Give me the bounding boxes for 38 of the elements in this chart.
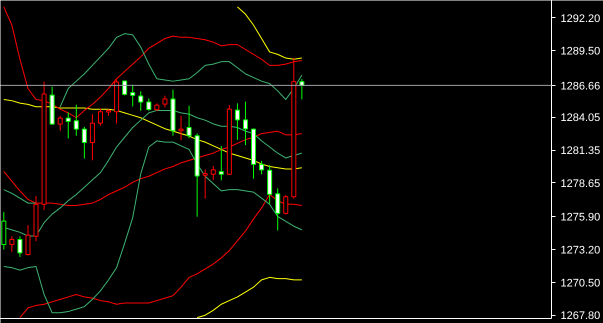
line-series: [19, 194, 302, 318]
candlestick: [186, 105, 192, 139]
candlestick: [259, 160, 264, 175]
candlestick: [90, 114, 95, 161]
y-tick-label: 1275.90: [560, 211, 600, 224]
line-series: [3, 98, 302, 170]
candlestick: [122, 80, 128, 96]
candlestick: [234, 102, 240, 140]
candlestick: [130, 84, 136, 107]
candlestick: [178, 115, 184, 141]
candlestick: [74, 104, 79, 136]
line-series: [236, 6, 302, 60]
candlestick: [146, 98, 152, 112]
candlestick: [58, 115, 63, 132]
candlestick: [242, 101, 248, 146]
candlestick: [202, 168, 208, 200]
candlestick: [17, 236, 22, 258]
candlestick: [210, 165, 216, 181]
y-tick-label: 1284.05: [560, 112, 600, 124]
candlestick: [82, 126, 87, 160]
candlestick: [9, 236, 14, 252]
candlestick: [275, 188, 280, 231]
line-series: [3, 140, 302, 314]
y-tick-label: 1281.35: [560, 145, 600, 158]
y-tick-label: 1278.65: [560, 178, 600, 190]
candlestick: [66, 112, 71, 139]
candlestick: [138, 90, 144, 112]
candlestick: [162, 95, 168, 108]
y-tick-label: 1267.80: [560, 310, 600, 322]
candlestick: [98, 108, 103, 126]
y-tick-label: 1270.50: [560, 277, 600, 290]
y-tick-label: 1292.20: [560, 12, 600, 25]
candlestick: [25, 224, 30, 256]
line-series: [196, 276, 302, 318]
y-tick-label: 1289.50: [560, 46, 600, 58]
candlestick: [218, 145, 224, 181]
ref-line-label: 1286.66: [560, 80, 600, 92]
y-tick-label: 1273.20: [560, 244, 600, 256]
